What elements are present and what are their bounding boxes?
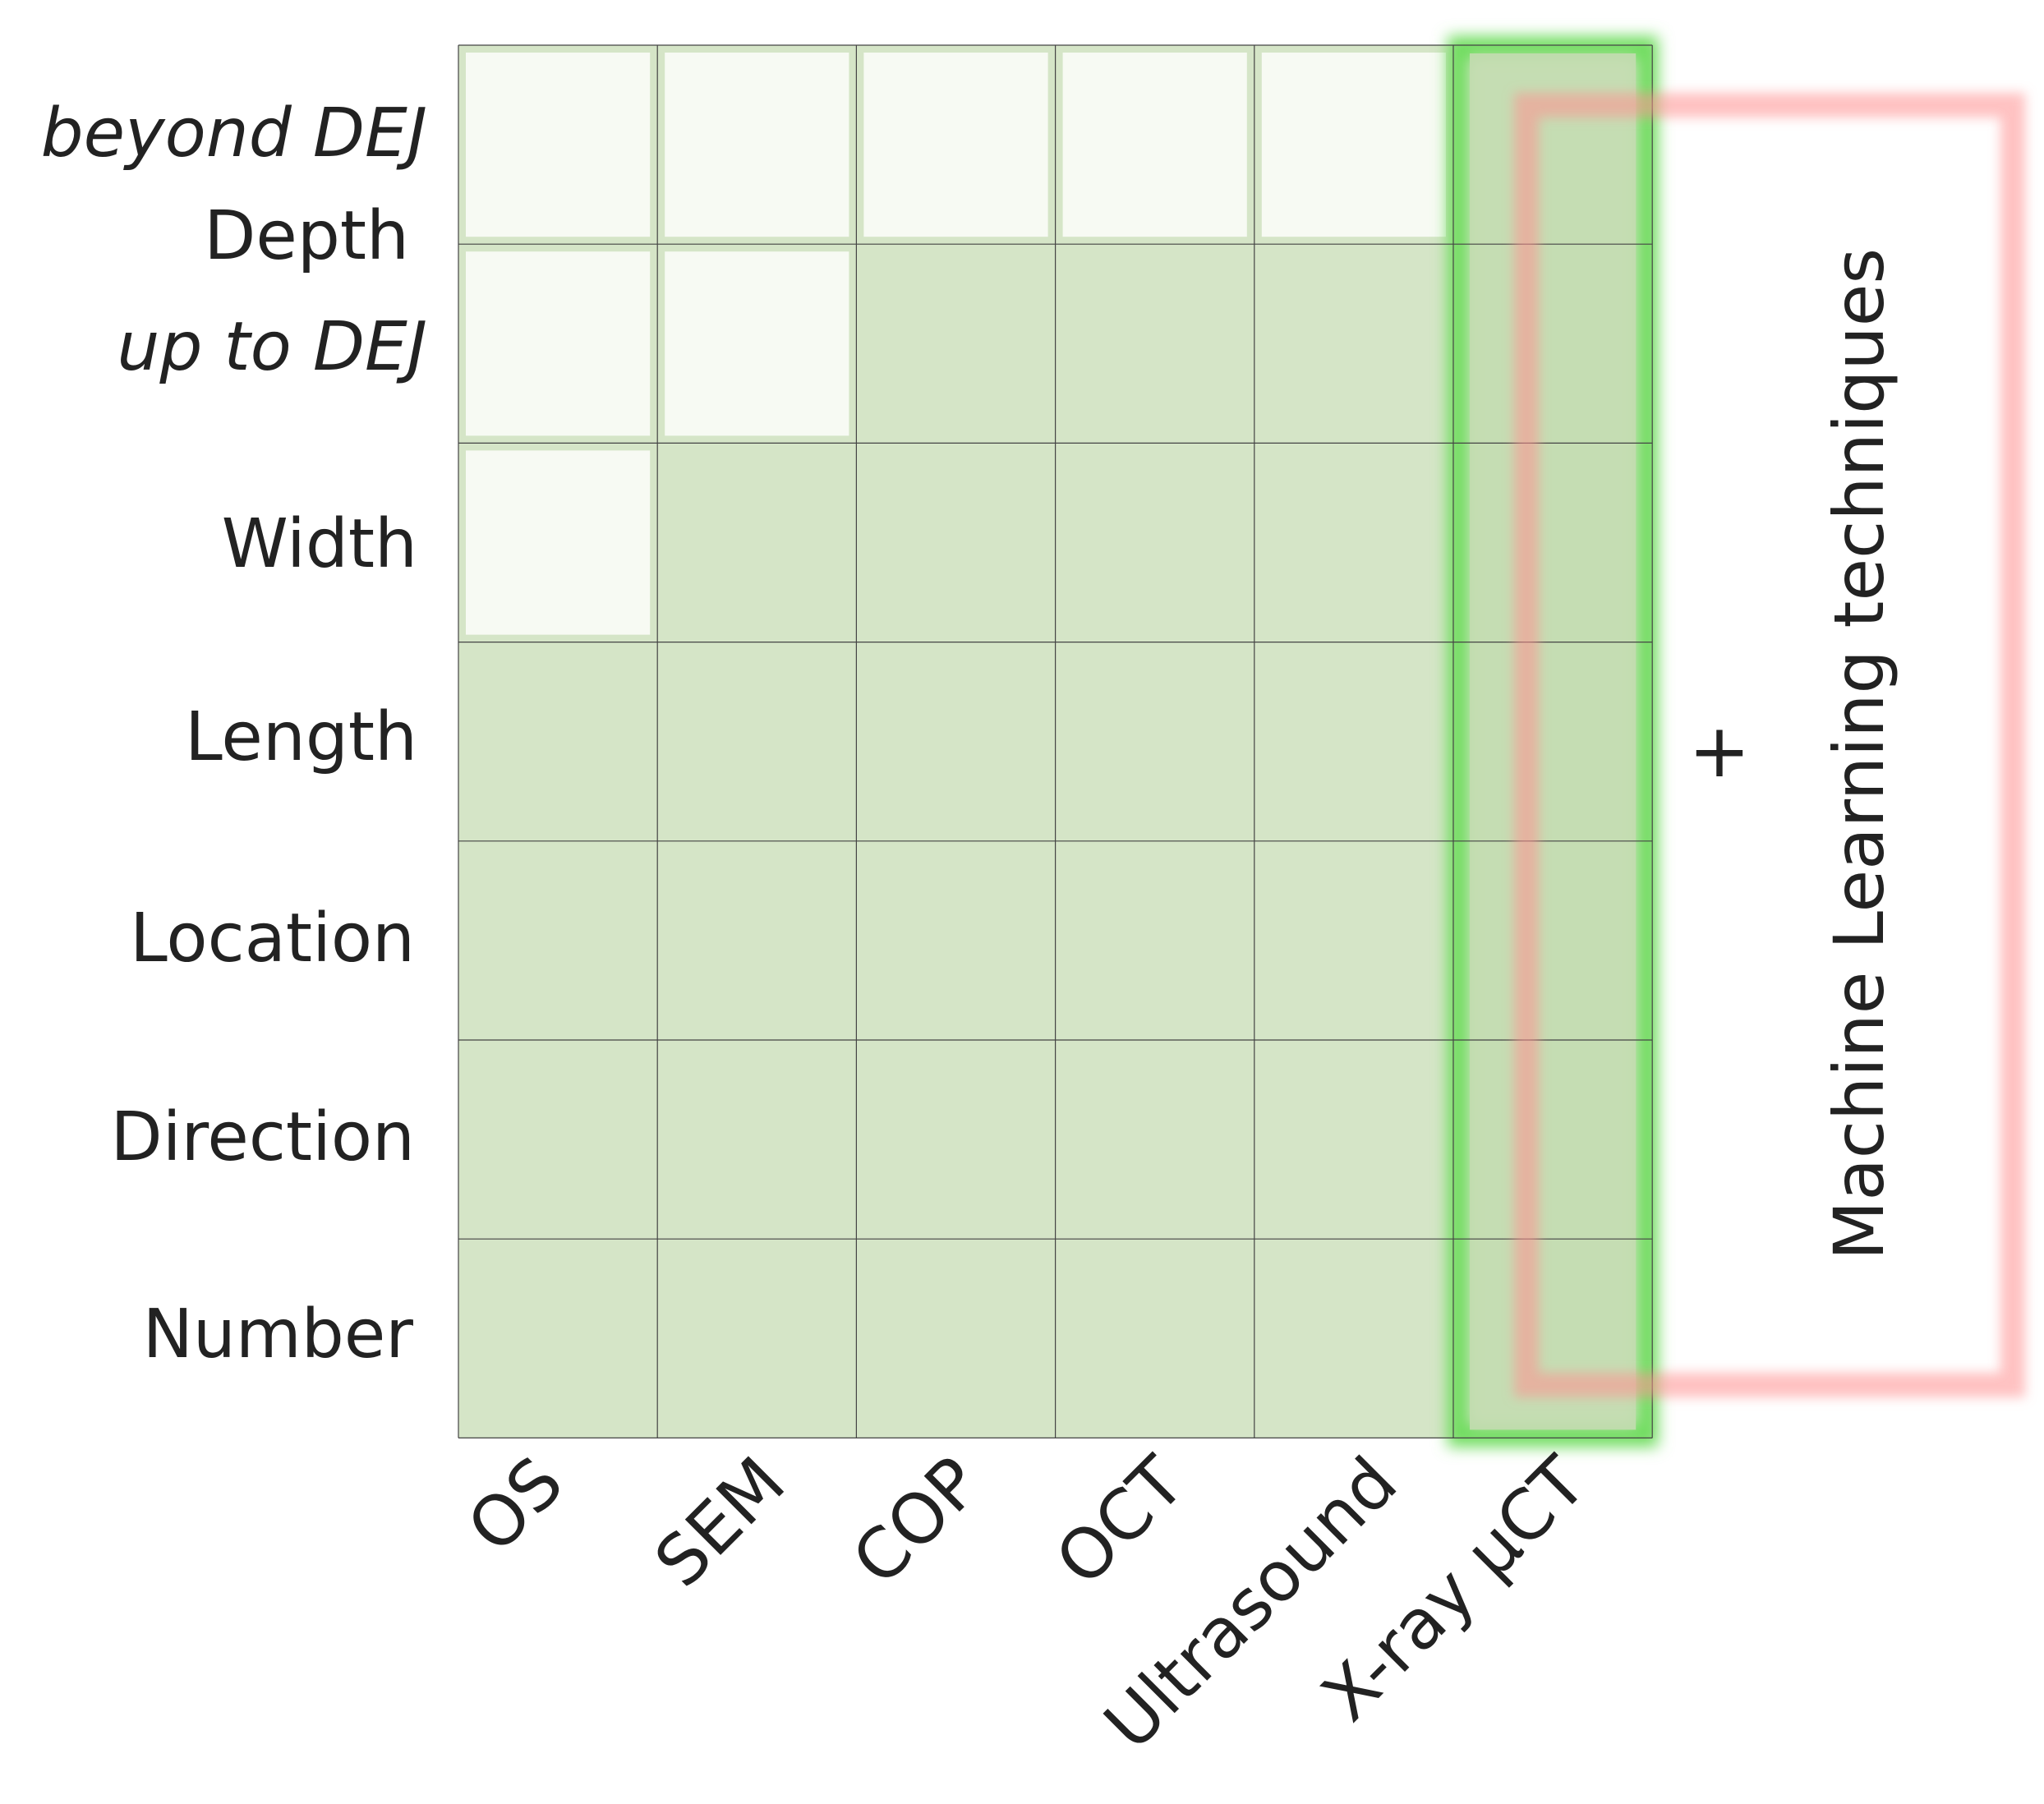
- cell-length-os-supported: [458, 642, 658, 841]
- cell-depth-upto-ultrasound-supported: [1254, 244, 1453, 444]
- row-label-width: Width: [222, 505, 417, 583]
- cell-width-os-unsupported: [459, 444, 657, 642]
- matrix-grid-lines: [458, 44, 1653, 1439]
- cell-depth-upto-os-unsupported: [459, 245, 657, 443]
- plus-sign: +: [1688, 708, 1750, 794]
- column-label-cop: COP: [837, 1442, 996, 1600]
- cell-length-cop-supported: [856, 642, 1056, 841]
- cell-location-ultrasound-supported: [1254, 840, 1453, 1040]
- cell-length-ultrasound-supported: [1254, 642, 1453, 841]
- cell-number-cop-supported: [856, 1239, 1056, 1438]
- row-label-length: Length: [185, 698, 417, 776]
- cell-width-oct-supported: [1055, 443, 1254, 642]
- cell-number-oct-supported: [1055, 1239, 1254, 1438]
- cell-depth-upto-sem-unsupported: [658, 245, 856, 443]
- row-label-direction: Direction: [111, 1098, 415, 1176]
- cell-direction-os-supported: [458, 1040, 658, 1240]
- row-label-beyond-dej: beyond DEJ: [41, 94, 427, 173]
- cell-depth-upto-cop-supported: [856, 244, 1056, 444]
- cell-number-sem-supported: [657, 1239, 857, 1438]
- column-labels: OS SEM COP OCT Ultrasound X-ray µCT: [452, 1441, 1601, 1765]
- row-label-up-to-dej: up to DEJ: [117, 308, 427, 386]
- cell-depth-beyond-oct-unsupported: [1056, 46, 1254, 244]
- machine-learning-label: Machine Learning techniques: [1819, 248, 1899, 1260]
- cell-depth-beyond-cop-unsupported: [857, 46, 1055, 244]
- cell-location-os-supported: [458, 840, 658, 1040]
- row-label-number: Number: [143, 1295, 414, 1374]
- cell-location-sem-supported: [657, 840, 857, 1040]
- column-label-sem: SEM: [639, 1442, 800, 1603]
- cell-location-oct-supported: [1055, 840, 1254, 1040]
- xray-column-glow: [1448, 36, 1659, 1447]
- cell-depth-beyond-os-unsupported: [459, 46, 657, 244]
- cell-direction-ultrasound-supported: [1254, 1040, 1453, 1240]
- xray-column-highlight: [1448, 36, 1659, 1447]
- row-label-depth: Depth: [204, 197, 409, 275]
- cell-width-cop-supported: [856, 443, 1056, 642]
- row-label-location: Location: [130, 900, 415, 978]
- cell-width-ultrasound-supported: [1254, 443, 1453, 642]
- machine-learning-frame: [1514, 93, 2025, 1397]
- cell-direction-oct-supported: [1055, 1040, 1254, 1240]
- cell-depth-beyond-sem-unsupported: [658, 46, 856, 244]
- cell-number-ultrasound-supported: [1254, 1239, 1453, 1438]
- cell-location-cop-supported: [856, 840, 1056, 1040]
- cell-width-sem-supported: [657, 443, 857, 642]
- column-label-oct: OCT: [1040, 1441, 1199, 1600]
- cell-direction-sem-supported: [657, 1040, 857, 1240]
- machine-learning-frame-border: [1514, 93, 2025, 1397]
- cell-depth-upto-oct-supported: [1055, 244, 1254, 444]
- cell-number-os-supported: [458, 1239, 658, 1438]
- cell-length-sem-supported: [657, 642, 857, 841]
- cell-depth-beyond-ultrasound-unsupported: [1254, 46, 1453, 244]
- row-labels: beyond DEJ Depth up to DEJ Width Length …: [41, 94, 427, 1374]
- xray-column-fill: [1470, 53, 1637, 1430]
- cell-direction-cop-supported: [856, 1040, 1056, 1240]
- cell-length-oct-supported: [1055, 642, 1254, 841]
- column-label-os: OS: [452, 1442, 578, 1568]
